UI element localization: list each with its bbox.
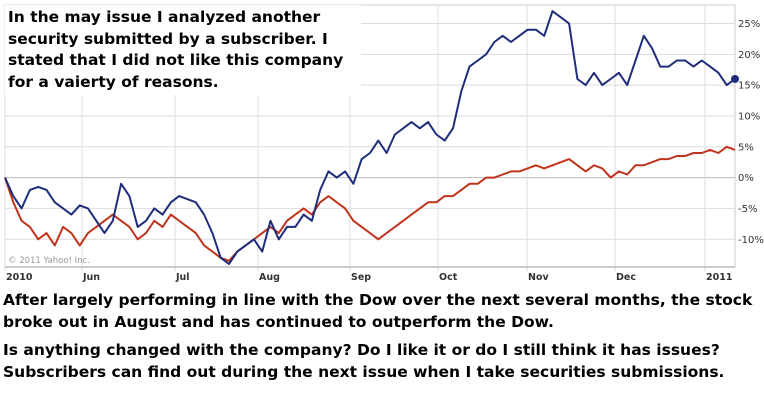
y-tick-label: 15% [738, 81, 760, 92]
y-tick-label: -10% [738, 235, 764, 246]
stock-series-line [4, 10, 736, 265]
x-tick-label: Sep [351, 272, 371, 283]
y-tick-label: 0% [738, 173, 754, 184]
x-tick-label: 2010 [6, 272, 33, 283]
x-tick-label: Jul [175, 272, 190, 283]
y-tick-label: 25% [738, 19, 760, 30]
caption-question: Is anything changed with the company? Do… [3, 341, 725, 381]
x-tick-label: Nov [528, 272, 549, 283]
x-tick-label: Dec [616, 272, 636, 283]
x-tick-label: Aug [259, 272, 280, 283]
overlay-note: In the may issue I analyzed another secu… [5, 5, 361, 95]
x-tick-label: Jun [82, 272, 100, 283]
stock-end-marker [731, 74, 739, 83]
y-tick-labels: 25% 20% 15% 10% 5% 0% -5% -10% [738, 19, 764, 246]
x-tick-label: Oct [439, 272, 458, 283]
caption-performance: After largely performing in line with th… [3, 291, 753, 331]
y-tick-label: 10% [738, 111, 760, 122]
dow-series-line [4, 145, 736, 262]
copyright-text: © 2011 Yahoo! Inc. [8, 256, 90, 266]
y-tick-label: 5% [738, 142, 754, 153]
series-layer [4, 10, 736, 265]
y-tick-label: -5% [738, 204, 757, 215]
x-tick-labels: 2010 Jun Jul Aug Sep Oct Nov Dec 2011 [6, 272, 732, 283]
x-tick-label: 2011 [706, 272, 732, 283]
y-tick-label: 20% [738, 50, 760, 61]
